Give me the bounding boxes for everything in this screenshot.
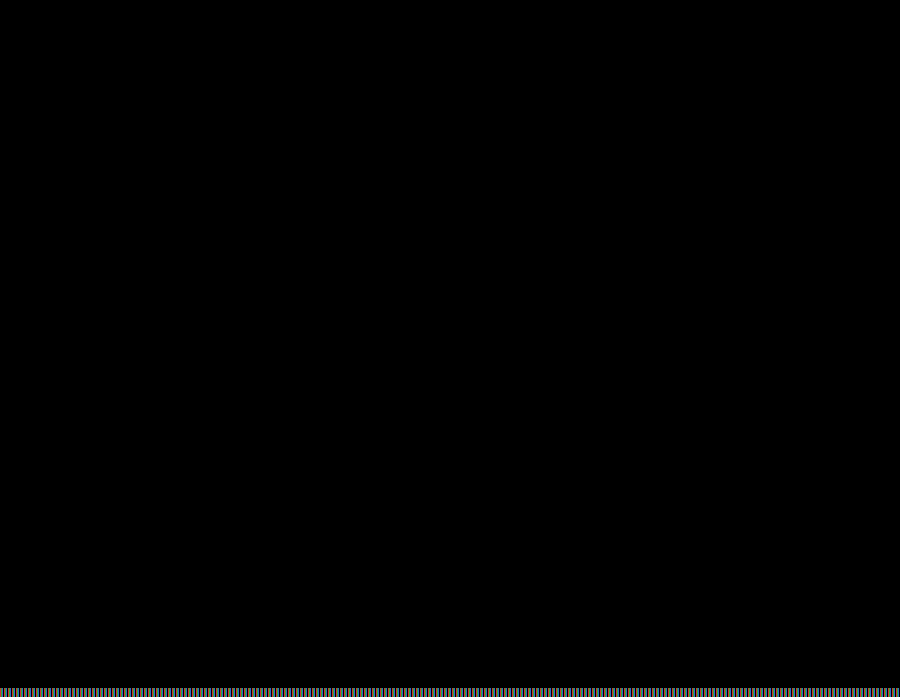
color-stripe-border bbox=[0, 688, 900, 697]
